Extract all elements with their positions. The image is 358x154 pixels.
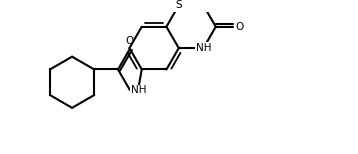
Text: NH: NH	[196, 43, 211, 53]
Text: NH: NH	[131, 85, 146, 95]
Text: S: S	[175, 0, 182, 10]
Text: O: O	[235, 22, 243, 32]
Text: O: O	[126, 36, 134, 46]
